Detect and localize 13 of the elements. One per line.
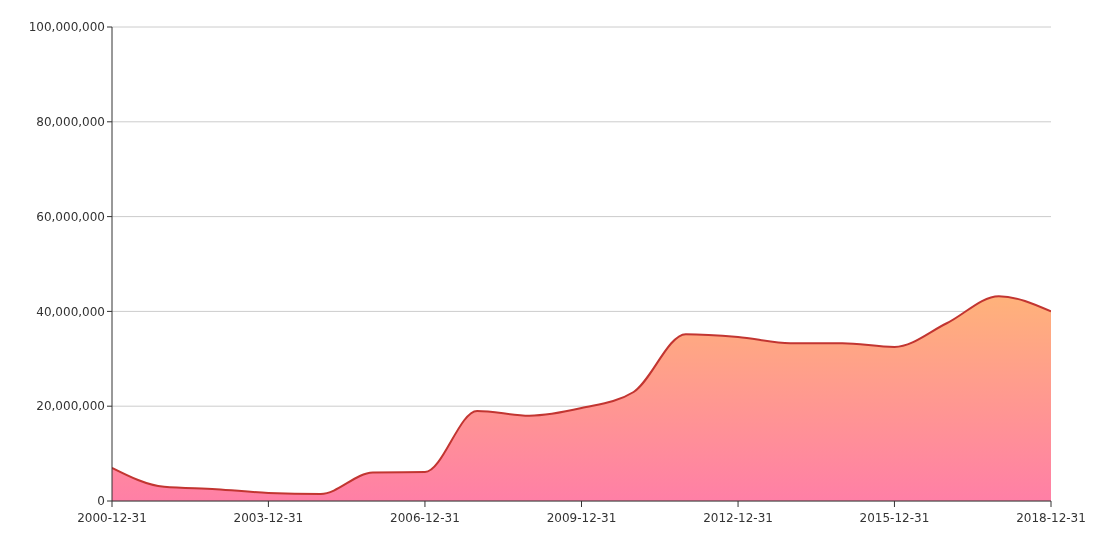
x-tick-label: 2015-12-31 — [859, 510, 930, 525]
y-tick-label: 40,000,000 — [36, 304, 105, 319]
x-tick-label: 2012-12-31 — [703, 510, 773, 525]
x-tick-label: 2009-12-31 — [546, 510, 617, 525]
y-tick-label: 0 — [97, 494, 105, 509]
y-tick-label: 20,000,000 — [36, 399, 105, 414]
x-tick-label: 2018-12-31 — [1016, 510, 1086, 525]
x-tick-label: 2003-12-31 — [233, 510, 304, 525]
y-tick-label: 100,000,000 — [28, 20, 105, 35]
y-tick-label: 80,000,000 — [36, 115, 105, 130]
x-tick-label: 2000-12-31 — [77, 510, 147, 525]
x-tick-label: 2006-12-31 — [390, 510, 460, 525]
y-tick-label: 60,000,000 — [36, 209, 105, 224]
